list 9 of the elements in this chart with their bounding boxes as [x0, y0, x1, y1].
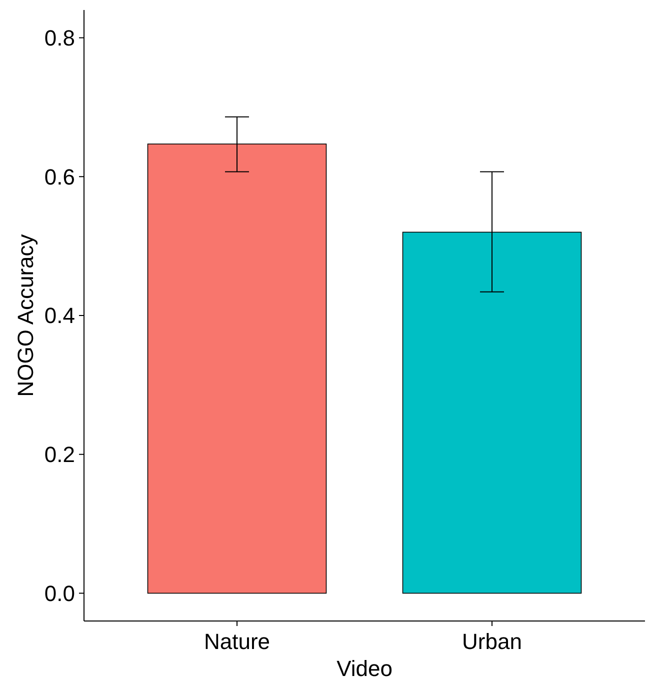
y-axis-title: NOGO Accuracy	[13, 234, 38, 397]
y-tick-label: 0.8	[44, 25, 75, 50]
x-tick-label: Urban	[462, 629, 522, 654]
y-tick-label: 0.0	[44, 580, 75, 606]
x-tick-label: Nature	[204, 629, 270, 654]
y-tick-label: 0.6	[44, 164, 75, 190]
x-axis-title: Video	[336, 656, 392, 681]
y-tick-label: 0.2	[44, 442, 75, 468]
y-tick-label: 0.4	[44, 303, 75, 328]
